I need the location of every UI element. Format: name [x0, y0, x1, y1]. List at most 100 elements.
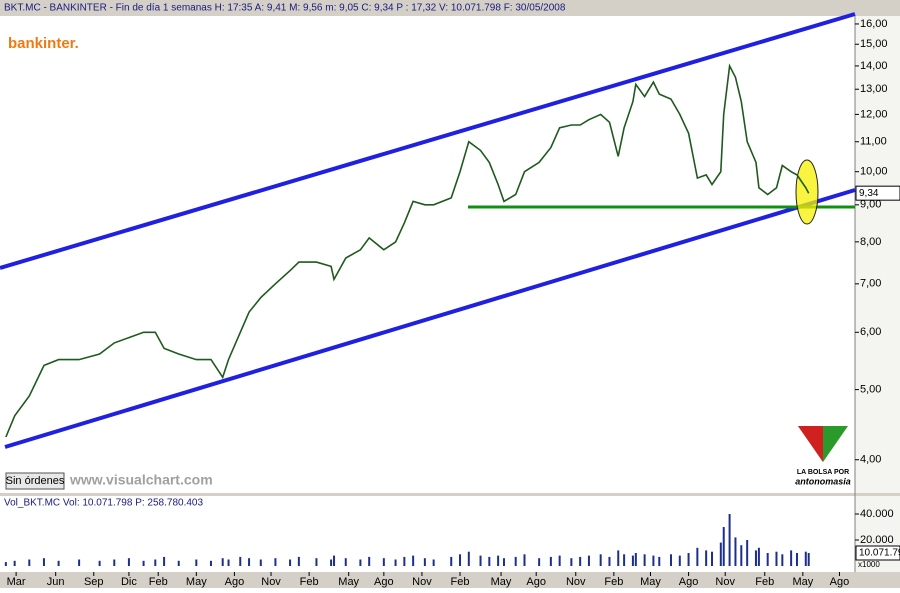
button-label[interactable]: Sin órdenes: [6, 475, 65, 487]
volume-bar: [315, 558, 318, 566]
x-tick-label: Mar: [7, 576, 26, 588]
volume-bar: [678, 555, 681, 566]
x-tick-label: Nov: [566, 576, 586, 588]
volume-bar: [587, 555, 590, 566]
volume-bar: [259, 559, 262, 566]
y-tick-label: 10,00: [860, 166, 888, 178]
y-tick-label: 6,00: [860, 326, 881, 338]
volume-bar: [195, 559, 198, 566]
volume-bar: [239, 556, 242, 566]
price-line: [5, 63, 810, 438]
badge-icon: [798, 426, 823, 462]
volume-bar: [502, 558, 505, 566]
volume-bar: [459, 554, 462, 566]
volume-bar: [432, 559, 435, 566]
y-tick-label: 8,00: [860, 236, 881, 248]
volume-bar: [599, 554, 602, 566]
x-tick-label: Feb: [755, 576, 774, 588]
volume-bar: [248, 558, 251, 566]
volume-bar: [643, 554, 646, 566]
volume-bar: [608, 556, 611, 566]
volume-bar: [631, 555, 634, 566]
x-tick-label: Nov: [261, 576, 281, 588]
volume-bar: [804, 551, 807, 566]
x-tick-label: Sep: [84, 576, 104, 588]
x-tick-label: May: [491, 576, 512, 588]
volume-bar: [658, 556, 661, 566]
y-tick-label: 40.000: [860, 508, 894, 520]
volume-bar: [781, 554, 784, 566]
unit-label: x1000: [858, 560, 880, 569]
volume-bar: [746, 540, 749, 566]
volume-bar: [209, 560, 212, 566]
volume-bar: [558, 555, 561, 566]
volume-bar: [775, 551, 778, 566]
y-tick-label: 15,00: [860, 38, 888, 50]
volume-bar: [687, 553, 690, 566]
y-tick-label: 20.000: [860, 534, 894, 546]
volume-bar: [333, 555, 336, 566]
volume-bar: [274, 558, 277, 566]
x-tick-label: Ago: [225, 576, 245, 588]
x-tick-label: Nov: [715, 576, 735, 588]
volume-bar: [497, 555, 500, 566]
volume-bar: [382, 558, 385, 566]
volume-bar: [297, 556, 300, 566]
pane-title: Vol_BKT.MC Vol: 10.071.798 P: 258.780.40…: [4, 498, 203, 509]
volume-bar: [394, 559, 397, 566]
volume-bar: [734, 537, 737, 566]
y-tick-label: 16,00: [860, 18, 888, 30]
volume-bar: [711, 551, 714, 566]
volume-bar: [28, 559, 31, 566]
volume-bar: [344, 558, 347, 566]
volume-bar: [450, 556, 453, 566]
x-tick-label: May: [640, 576, 661, 588]
volume-bar: [359, 559, 362, 566]
volume-bar: [227, 559, 230, 566]
x-tick-label: May: [338, 576, 359, 588]
x-tick-label: Nov: [412, 576, 432, 588]
badge-text: antonomasia: [795, 476, 851, 486]
header-bar: [0, 0, 900, 16]
last-value-label: 10.071.79: [859, 548, 900, 559]
trend-line: [4, 188, 856, 449]
y-tick-label: 7,00: [860, 278, 881, 290]
volume-bar: [127, 558, 130, 566]
volume-bar: [722, 527, 725, 566]
x-tick-label: Ago: [374, 576, 394, 588]
x-tick-label: Ago: [526, 576, 546, 588]
volume-bar: [652, 555, 655, 566]
x-tick-label: May: [186, 576, 207, 588]
button[interactable]: [5, 472, 65, 490]
highlight: [795, 159, 819, 225]
volume-bar: [740, 545, 743, 566]
volume-bar: [479, 555, 482, 566]
x-tick-label: Feb: [451, 576, 470, 588]
y-tick-label: 5,00: [860, 384, 881, 396]
trend-line: [0, 12, 856, 270]
volume-bar: [705, 550, 708, 566]
volume-bar: [289, 559, 292, 566]
last-value-label: 9,34: [859, 188, 879, 199]
y-tick-label: 9,00: [860, 199, 881, 211]
x-axis-bar: [0, 572, 900, 588]
y-tick-label: 14,00: [860, 60, 888, 72]
volume-bar: [579, 556, 582, 566]
volume-bar: [570, 558, 573, 566]
logo: bankinter.: [8, 35, 79, 52]
chart-title: BKT.MC - BANKINTER - Fin de día 1 semana…: [4, 3, 566, 14]
last-value-box: [855, 545, 900, 561]
volume-bar: [766, 553, 769, 566]
volume-bar: [98, 560, 101, 566]
y-tick-label: 4,00: [860, 454, 881, 466]
volume-bar: [403, 556, 406, 566]
x-tick-label: May: [792, 576, 813, 588]
volume-bar: [57, 560, 60, 566]
volume-bar: [142, 560, 145, 566]
volume-bar: [113, 559, 116, 566]
volume-bar: [42, 558, 45, 566]
x-tick-label: Ago: [830, 576, 850, 588]
volume-bar: [368, 556, 371, 566]
volume-bar: [514, 556, 517, 566]
